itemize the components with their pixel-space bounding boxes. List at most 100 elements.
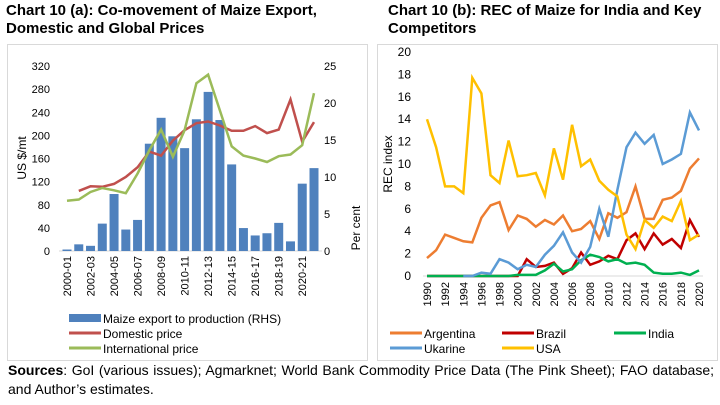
legend-label: Argentina bbox=[424, 327, 476, 341]
x-axis-tick-label: 2000-01 bbox=[62, 256, 74, 296]
right-axis-tick-label: 15 bbox=[324, 135, 336, 147]
x-axis-tick-label: 2004-05 bbox=[109, 256, 121, 296]
bar-export-ratio bbox=[109, 194, 119, 251]
x-axis-tick-label: 2008 bbox=[585, 282, 597, 306]
right-axis-title: Per cent bbox=[349, 205, 363, 250]
sources-text: : GoI (various issues); Agmarknet; World… bbox=[8, 362, 714, 397]
x-axis-tick-label: 2018 bbox=[676, 282, 688, 306]
x-axis-tick-label: 2008-09 bbox=[156, 256, 168, 296]
y-axis-tick-label: 6 bbox=[404, 202, 411, 216]
x-axis-tick-label: 2004 bbox=[549, 282, 561, 306]
x-axis-tick-label: 2000 bbox=[513, 282, 525, 306]
y-axis-tick-label: 10 bbox=[398, 157, 412, 171]
x-axis-tick-label: 1994 bbox=[458, 282, 470, 306]
bar-export-ratio bbox=[250, 235, 260, 251]
bar-export-ratio bbox=[285, 241, 295, 251]
legend-label: Domestic price bbox=[103, 327, 183, 341]
x-axis-tick-label: 2014-15 bbox=[227, 256, 239, 296]
y-axis-tick-label: 20 bbox=[398, 45, 412, 59]
x-axis-tick-label: 2002-03 bbox=[86, 256, 98, 296]
legend-label: International price bbox=[103, 342, 199, 356]
legend-label: Brazil bbox=[536, 327, 566, 341]
y-axis-tick-label: 0 bbox=[404, 269, 411, 283]
bar-export-ratio bbox=[74, 244, 84, 251]
x-axis-tick-label: 2006-07 bbox=[133, 256, 145, 296]
sources-label: Sources bbox=[8, 362, 64, 378]
bar-export-ratio bbox=[86, 245, 96, 251]
right-axis-tick-label: 10 bbox=[324, 172, 336, 184]
chart-a-panel bbox=[7, 44, 368, 361]
chart-b-title: Chart 10 (b): REC of Maize for India and… bbox=[388, 2, 702, 37]
bar-export-ratio bbox=[156, 117, 166, 251]
left-axis-tick-label: 280 bbox=[32, 84, 50, 96]
y-axis-tick-label: 2 bbox=[404, 247, 411, 261]
bar-export-ratio bbox=[144, 143, 154, 251]
bar-export-ratio bbox=[203, 91, 213, 252]
left-axis-tick-label: 0 bbox=[44, 246, 50, 258]
left-axis-tick-label: 120 bbox=[32, 177, 50, 189]
legend-label: USA bbox=[536, 342, 561, 356]
x-axis-tick-label: 2012-13 bbox=[203, 256, 215, 296]
bar-export-ratio bbox=[262, 233, 272, 251]
x-axis-tick-label: 2018-19 bbox=[274, 256, 286, 296]
y-axis-tick-label: 16 bbox=[398, 90, 412, 104]
x-axis-tick-label: 1998 bbox=[495, 282, 507, 306]
right-axis-tick-label: 25 bbox=[324, 61, 336, 73]
y-axis-tick-label: 4 bbox=[404, 224, 411, 238]
y-axis-tick-label: 8 bbox=[404, 179, 411, 193]
line-international-price bbox=[66, 72, 316, 202]
bar-export-ratio bbox=[274, 222, 284, 251]
line-ukarine bbox=[463, 108, 701, 278]
right-axis-tick-label: 20 bbox=[324, 98, 336, 110]
right-axis-tick-label: 5 bbox=[324, 209, 330, 221]
bar-export-ratio bbox=[133, 219, 143, 251]
y-axis-tick-label: 14 bbox=[398, 112, 412, 126]
left-axis-tick-label: 320 bbox=[32, 61, 50, 73]
left-axis-tick-label: 200 bbox=[32, 130, 50, 142]
x-axis-tick-label: 2020-21 bbox=[297, 256, 309, 296]
x-axis-tick-label: 2016 bbox=[658, 282, 670, 306]
x-axis-tick-label: 2002 bbox=[531, 282, 543, 306]
x-axis-tick-label: 2010 bbox=[603, 282, 615, 306]
line-argentina bbox=[426, 157, 700, 260]
bar-export-ratio bbox=[121, 229, 131, 251]
left-axis-tick-label: 80 bbox=[38, 200, 50, 212]
x-axis-tick-label: 2016-17 bbox=[250, 256, 262, 296]
x-axis-tick-label: 1996 bbox=[476, 282, 488, 306]
left-axis-title: US $/mt bbox=[15, 136, 29, 180]
legend-label: Maize export to production (RHS) bbox=[103, 312, 281, 326]
left-axis-tick-label: 240 bbox=[32, 107, 50, 119]
left-axis-tick-label: 160 bbox=[32, 154, 50, 166]
legend-label: Ukarine bbox=[424, 342, 466, 356]
bar-export-ratio bbox=[168, 136, 178, 251]
bar-export-ratio bbox=[62, 249, 72, 251]
bar-export-ratio bbox=[180, 148, 190, 251]
left-axis-tick-label: 40 bbox=[38, 223, 50, 235]
bar-export-ratio bbox=[238, 228, 248, 251]
legend-label: India bbox=[648, 327, 674, 341]
sources-note: Sources: GoI (various issues); Agmarknet… bbox=[8, 361, 714, 399]
bar-export-ratio bbox=[227, 164, 237, 251]
chart-b-panel bbox=[377, 44, 718, 361]
y-axis-title: REC index bbox=[381, 135, 395, 192]
bar-export-ratio bbox=[215, 120, 225, 252]
line-usa bbox=[425, 73, 700, 253]
x-axis-tick-label: 2006 bbox=[567, 282, 579, 306]
x-axis-tick-label: 1990 bbox=[422, 282, 434, 306]
line-domestic-price bbox=[78, 95, 316, 193]
x-axis-tick-label: 2014 bbox=[640, 282, 652, 306]
y-axis-tick-label: 12 bbox=[398, 135, 412, 149]
bar-export-ratio bbox=[97, 223, 107, 251]
bar-export-ratio bbox=[309, 168, 319, 251]
right-axis-tick-label: 0 bbox=[324, 246, 330, 258]
x-axis-tick-label: 2020 bbox=[694, 282, 706, 306]
legend-swatch-bar bbox=[69, 314, 101, 322]
x-axis-tick-label: 1992 bbox=[440, 282, 452, 306]
bar-export-ratio bbox=[297, 183, 307, 251]
chart-a-title: Chart 10 (a): Co-movement of Maize Expor… bbox=[6, 2, 317, 37]
x-axis-tick-label: 2012 bbox=[621, 282, 633, 306]
line-brazil bbox=[427, 216, 701, 278]
x-axis-tick-label: 2010-11 bbox=[180, 256, 192, 296]
